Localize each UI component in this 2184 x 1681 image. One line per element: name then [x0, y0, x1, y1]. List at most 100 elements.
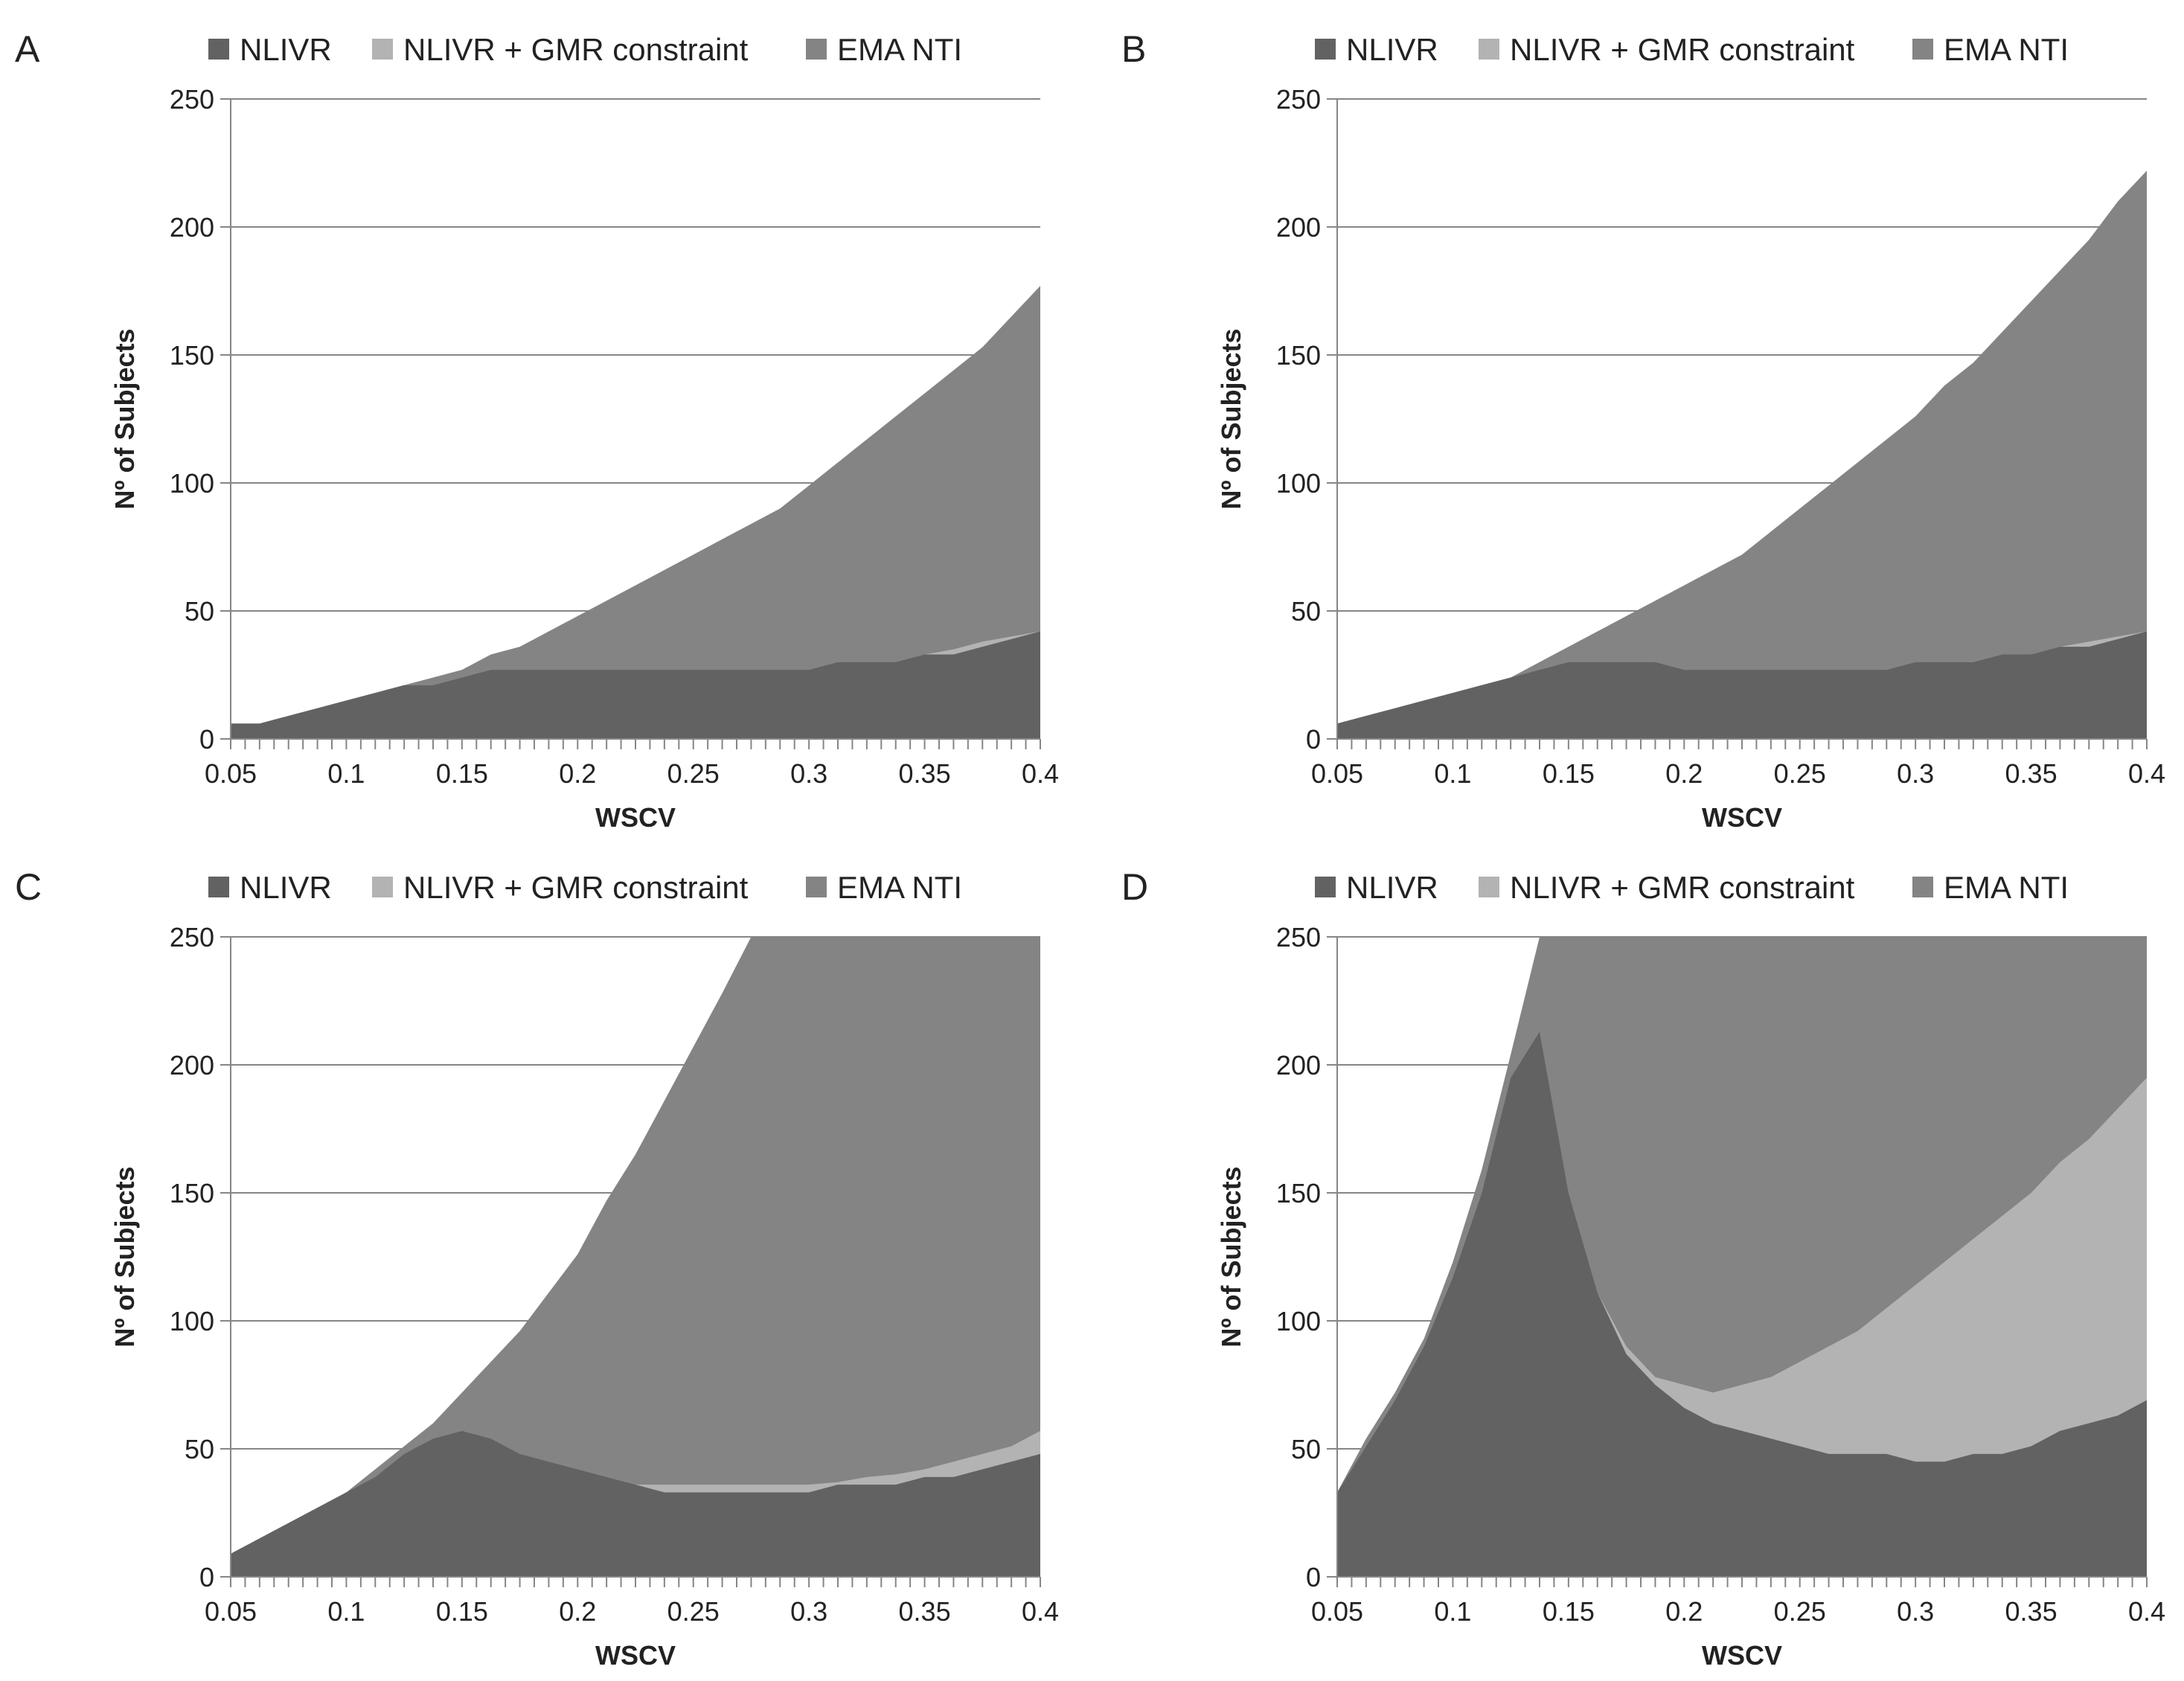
legend-label: NLIVR + GMR constraint — [1510, 870, 1855, 905]
x-tick-label: 0.4 — [2128, 1596, 2165, 1627]
legend-swatch — [208, 877, 229, 897]
area-nlivr — [231, 631, 1040, 739]
legend-label: NLIVR — [1346, 870, 1438, 905]
y-axis-title: Nº of Subjects — [109, 1166, 140, 1347]
y-tick-label: 0 — [1306, 724, 1321, 755]
x-tick-label: 0.4 — [2128, 758, 2165, 789]
x-tick-label: 0.3 — [790, 1596, 827, 1627]
x-tick-label: 0.25 — [667, 758, 720, 789]
y-tick-label: 200 — [170, 212, 214, 243]
panel-letter: B — [1121, 28, 1146, 70]
area-nlivr — [231, 1430, 1040, 1577]
legend-swatch — [806, 39, 827, 60]
x-tick-label: 0.05 — [205, 1596, 257, 1627]
y-tick-label: 0 — [199, 1562, 214, 1592]
y-tick-label: 250 — [170, 922, 214, 952]
legend-swatch — [372, 877, 393, 897]
x-tick-label: 0.05 — [1311, 758, 1363, 789]
y-tick-label: 250 — [170, 84, 214, 115]
x-axis-title: WSCV — [595, 1640, 676, 1671]
x-tick-label: 0.2 — [559, 1596, 596, 1627]
legend-label: EMA NTI — [1944, 870, 2069, 905]
legend-swatch — [1479, 877, 1499, 897]
y-tick-label: 200 — [1276, 212, 1321, 243]
panel-letter: D — [1121, 866, 1148, 908]
x-tick-label: 0.05 — [205, 758, 257, 789]
y-tick-label: 50 — [185, 1434, 214, 1464]
y-axis-title: Nº of Subjects — [1216, 328, 1246, 509]
legend-label: EMA NTI — [837, 870, 962, 905]
y-tick-label: 250 — [1276, 922, 1321, 952]
area-ema-nti — [231, 937, 1040, 1577]
legend-swatch — [208, 39, 229, 60]
y-tick-label: 250 — [1276, 84, 1321, 115]
x-tick-label: 0.25 — [1774, 1596, 1826, 1627]
x-tick-label: 0.1 — [327, 758, 365, 789]
legend-swatch — [372, 39, 393, 60]
x-tick-label: 0.35 — [2005, 758, 2057, 789]
x-axis-title: WSCV — [595, 802, 676, 833]
x-tick-label: 0.35 — [2005, 1596, 2057, 1627]
x-tick-label: 0.1 — [1434, 758, 1471, 789]
y-tick-label: 100 — [1276, 468, 1321, 499]
legend-label: NLIVR — [240, 32, 332, 67]
y-axis-title: Nº of Subjects — [109, 328, 140, 509]
legend-swatch — [1315, 877, 1336, 897]
chart-panel-c: 0 50 100 150 200 250 0.05 0.1 0.15 0.2 0.25 0.3 0.35… — [15, 866, 1059, 1671]
x-tick-label: 0.1 — [327, 1596, 365, 1627]
chart-panel-b: 0 50 100 150 200 250 0.05 0.1 0.15 0.2 0.25 0.3 0.35… — [1121, 28, 2165, 833]
legend-swatch — [1315, 39, 1336, 60]
x-tick-label: 0.2 — [1665, 758, 1703, 789]
y-tick-label: 150 — [170, 340, 214, 371]
x-tick-label: 0.3 — [790, 758, 827, 789]
x-tick-label: 0.15 — [436, 1596, 488, 1627]
x-tick-label: 0.1 — [1434, 1596, 1471, 1627]
panel-letter: A — [15, 28, 40, 70]
x-tick-label: 0.15 — [1543, 758, 1595, 789]
legend-label: EMA NTI — [837, 32, 962, 67]
legend-swatch — [806, 877, 827, 897]
panel-letter: C — [15, 866, 42, 908]
y-tick-label: 150 — [1276, 340, 1321, 371]
x-tick-label: 0.15 — [1543, 1596, 1595, 1627]
x-axis-title: WSCV — [1702, 802, 1782, 833]
legend-label: EMA NTI — [1944, 32, 2069, 67]
y-tick-label: 0 — [1306, 1562, 1321, 1592]
area-nlivr — [1337, 1031, 2147, 1577]
x-tick-label: 0.4 — [1022, 758, 1059, 789]
x-tick-label: 0.35 — [899, 758, 951, 789]
y-axis-title: Nº of Subjects — [1216, 1166, 1246, 1347]
y-tick-label: 150 — [1276, 1178, 1321, 1208]
y-tick-label: 50 — [1291, 596, 1321, 627]
x-tick-label: 0.4 — [1022, 1596, 1059, 1627]
chart-panel-d: 0 50 100 150 200 250 0.05 0.1 0.15 0.2 0.25 0.3 0.35… — [1121, 866, 2165, 1671]
x-tick-label: 0.25 — [1774, 758, 1826, 789]
x-tick-label: 0.05 — [1311, 1596, 1363, 1627]
legend-swatch — [1912, 39, 1933, 60]
x-tick-label: 0.15 — [436, 758, 488, 789]
legend-label: NLIVR — [240, 870, 332, 905]
legend-label: NLIVR + GMR constraint — [403, 32, 749, 67]
x-tick-label: 0.3 — [1897, 758, 1934, 789]
legend-label: NLIVR + GMR constraint — [403, 870, 749, 905]
legend-label: NLIVR — [1346, 32, 1438, 67]
legend-label: NLIVR + GMR constraint — [1510, 32, 1855, 67]
y-tick-label: 100 — [1276, 1306, 1321, 1336]
x-tick-label: 0.2 — [559, 758, 596, 789]
area-ema-nti — [1337, 170, 2147, 739]
y-tick-label: 200 — [170, 1050, 214, 1080]
area-nlivr — [1337, 631, 2147, 739]
y-tick-label: 50 — [1291, 1434, 1321, 1464]
y-tick-label: 100 — [170, 468, 214, 499]
x-tick-label: 0.25 — [667, 1596, 720, 1627]
y-tick-label: 50 — [185, 596, 214, 627]
x-tick-label: 0.2 — [1665, 1596, 1703, 1627]
y-tick-label: 100 — [170, 1306, 214, 1336]
legend-swatch — [1912, 877, 1933, 897]
y-tick-label: 150 — [170, 1178, 214, 1208]
area-ema-nti — [231, 286, 1040, 739]
legend-swatch — [1479, 39, 1499, 60]
y-tick-label: 200 — [1276, 1050, 1321, 1080]
x-axis-title: WSCV — [1702, 1640, 1782, 1671]
